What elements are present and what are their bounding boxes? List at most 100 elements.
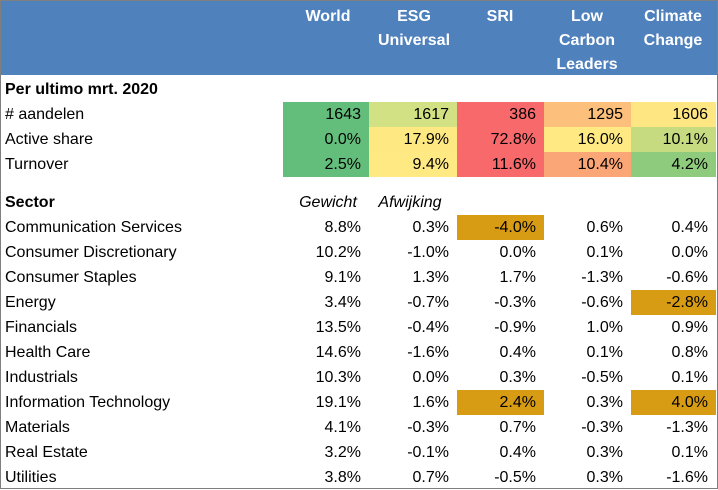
summary-cell: 1643 xyxy=(283,102,369,127)
sector-cell-highlighted: 4.0% xyxy=(631,390,716,415)
sector-row: Utilities 3.8% 0.7% -0.5% 0.3% -1.6% xyxy=(1,465,717,490)
summary-title: Per ultimo mrt. 2020 xyxy=(5,81,158,98)
sector-cell: -0.4% xyxy=(407,319,449,336)
sector-cell: 0.3% xyxy=(586,394,623,411)
sector-cell: -0.5% xyxy=(494,469,536,486)
sector-cell: 0.8% xyxy=(671,344,708,361)
sector-row: Consumer Discretionary 10.2% -1.0% 0.0% 0.1%… xyxy=(1,240,717,265)
summary-title-row: Per ultimo mrt. 2020 xyxy=(1,77,717,102)
subheader-weight: Gewicht xyxy=(299,194,357,211)
sector-cell: -1.3% xyxy=(581,269,623,286)
sector-cell: 10.2% xyxy=(315,244,361,261)
sector-cell: 0.1% xyxy=(671,444,708,461)
sector-cell: -1.6% xyxy=(666,469,708,486)
sector-row: Materials 4.1% -0.3% 0.7% -0.3% -1.3% xyxy=(1,415,717,440)
sector-cell-highlighted: 2.4% xyxy=(457,390,544,415)
sector-cell: 1.6% xyxy=(412,394,449,411)
sector-cell: -0.6% xyxy=(666,269,708,286)
sector-cell-highlighted: -2.8% xyxy=(631,290,716,315)
sector-row-label: Energy xyxy=(5,294,56,311)
summary-row-label: Turnover xyxy=(5,156,69,173)
sector-cell: 0.0% xyxy=(671,244,708,261)
summary-cell: 17.9% xyxy=(369,127,457,152)
sector-row-label: Consumer Staples xyxy=(5,269,137,286)
sector-cell: 3.2% xyxy=(324,444,361,461)
sector-cell: -1.3% xyxy=(666,419,708,436)
sector-row-label: Utilities xyxy=(5,469,57,486)
sector-cell: -0.6% xyxy=(581,294,623,311)
summary-cell: 2.5% xyxy=(283,152,369,177)
sector-cell: 0.6% xyxy=(586,219,623,236)
sector-cell: 1.3% xyxy=(412,269,449,286)
summary-cell: 10.1% xyxy=(631,127,716,152)
summary-cell: 386 xyxy=(457,102,544,127)
sector-cell: 4.1% xyxy=(324,419,361,436)
summary-row-label: Active share xyxy=(5,131,94,148)
sector-title: Sector xyxy=(5,194,55,211)
sector-cell: -0.5% xyxy=(581,369,623,386)
summary-cell: 1606 xyxy=(631,102,716,127)
column-header-climate-change: Climate Change xyxy=(643,8,703,49)
sector-cell: 1.7% xyxy=(499,269,536,286)
column-header-low-carbon-leaders: Low Carbon Leaders xyxy=(556,8,618,73)
sector-row: Energy 3.4% -0.7% -0.3% -0.6% -2.8% xyxy=(1,290,717,315)
sector-cell: -0.3% xyxy=(581,419,623,436)
summary-cell: 9.4% xyxy=(369,152,457,177)
sector-row-label: Information Technology xyxy=(5,394,171,411)
sector-cell: -0.3% xyxy=(407,419,449,436)
summary-cell: 4.2% xyxy=(631,152,716,177)
sector-cell: -0.3% xyxy=(494,294,536,311)
sector-cell: 10.3% xyxy=(315,369,361,386)
sector-cell: 8.8% xyxy=(324,219,361,236)
sector-row-label: Consumer Discretionary xyxy=(5,244,177,261)
column-header-row: World ESG Universal SRI Low Carbon Leade… xyxy=(1,1,717,75)
summary-cell: 1617 xyxy=(369,102,457,127)
sector-cell: -0.7% xyxy=(407,294,449,311)
column-header-esg-universal: ESG Universal xyxy=(377,8,451,49)
sector-cell: -0.9% xyxy=(494,319,536,336)
sector-cell: 0.4% xyxy=(499,444,536,461)
summary-cell: 11.6% xyxy=(457,152,544,177)
sector-cell: 0.0% xyxy=(412,369,449,386)
summary-row: Active share 0.0% 17.9% 72.8% 16.0% 10.1% xyxy=(1,127,717,152)
sector-cell: -1.0% xyxy=(407,244,449,261)
sector-cell: 0.3% xyxy=(499,369,536,386)
sector-cell: 13.5% xyxy=(315,319,361,336)
sector-cell: 0.4% xyxy=(499,344,536,361)
summary-row-label: # aandelen xyxy=(5,106,85,123)
sector-cell: 0.1% xyxy=(671,369,708,386)
sector-cell: 0.7% xyxy=(412,469,449,486)
sector-cell: 3.4% xyxy=(324,294,361,311)
column-header-sri: SRI xyxy=(486,8,514,25)
sector-row-label: Financials xyxy=(5,319,78,336)
summary-cell: 72.8% xyxy=(457,127,544,152)
sector-row: Industrials 10.3% 0.0% 0.3% -0.5% 0.1% xyxy=(1,365,717,390)
sector-row-label: Communication Services xyxy=(5,219,182,236)
sector-row: Real Estate 3.2% -0.1% 0.4% 0.3% 0.1% xyxy=(1,440,717,465)
sector-cell: 0.0% xyxy=(499,244,536,261)
sector-cell: 9.1% xyxy=(324,269,361,286)
sector-cell: -0.1% xyxy=(407,444,449,461)
sector-cell: 0.7% xyxy=(499,419,536,436)
sector-cell: 1.0% xyxy=(586,319,623,336)
sector-row: Information Technology 19.1% 1.6% 2.4% 0.3% 4… xyxy=(1,390,717,415)
column-header-world: World xyxy=(305,8,351,25)
sector-cell: 3.8% xyxy=(324,469,361,486)
summary-row: # aandelen 1643 1617 386 1295 1606 xyxy=(1,102,717,127)
sector-cell: 0.3% xyxy=(586,469,623,486)
summary-cell: 10.4% xyxy=(544,152,631,177)
sector-cell: 0.3% xyxy=(586,444,623,461)
sector-row-label: Materials xyxy=(5,419,70,436)
sector-cell: 19.1% xyxy=(315,394,361,411)
summary-cell: 1295 xyxy=(544,102,631,127)
summary-row: Turnover 2.5% 9.4% 11.6% 10.4% 4.2% xyxy=(1,152,717,177)
sector-cell: 0.1% xyxy=(586,344,623,361)
sector-cell: 0.9% xyxy=(671,319,708,336)
sector-cell: 0.4% xyxy=(671,219,708,236)
sector-row: Financials 13.5% -0.4% -0.9% 1.0% 0.9% xyxy=(1,315,717,340)
sector-cell: 14.6% xyxy=(315,344,361,361)
sector-row: Consumer Staples 9.1% 1.3% 1.7% -1.3% -0.6% xyxy=(1,265,717,290)
sector-cell: 0.1% xyxy=(586,244,623,261)
sector-row: Health Care 14.6% -1.6% 0.4% 0.1% 0.8% xyxy=(1,340,717,365)
sector-row-label: Real Estate xyxy=(5,444,88,461)
